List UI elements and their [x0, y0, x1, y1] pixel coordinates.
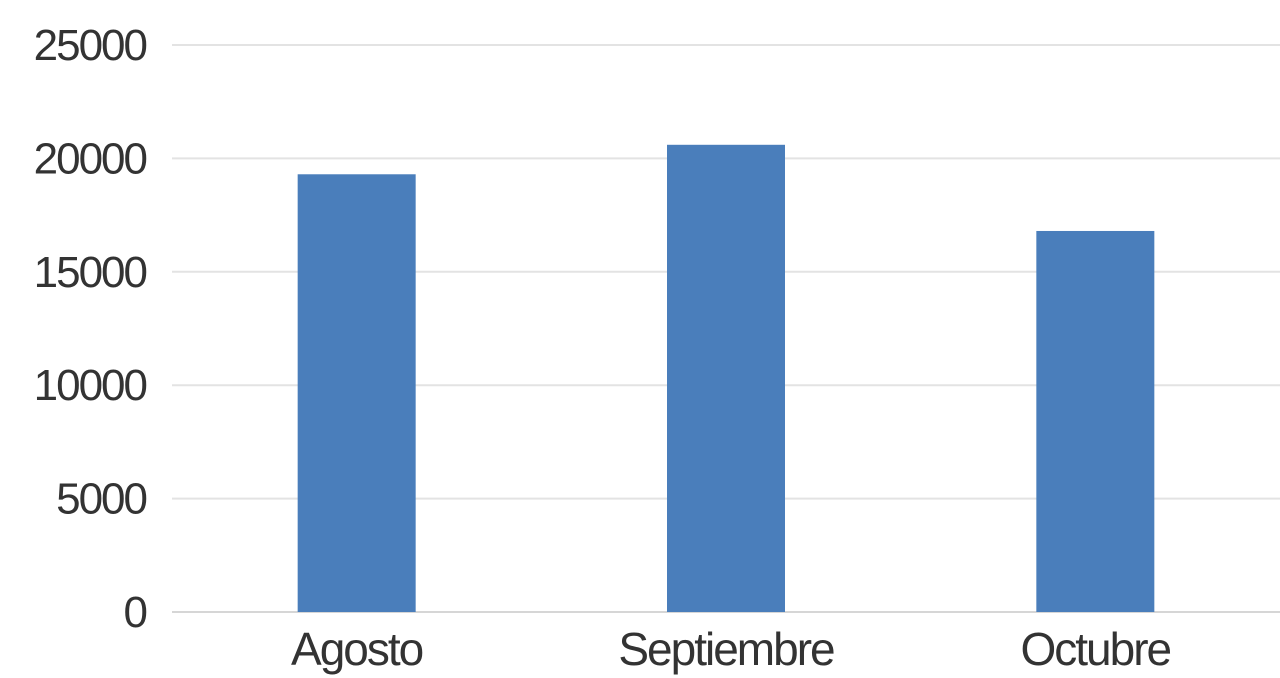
y-tick-label: 15000 — [34, 248, 147, 297]
bar-octubre — [1036, 230, 1155, 612]
bars — [297, 144, 1155, 613]
bar-septiembre — [667, 144, 785, 613]
bar-agosto — [297, 174, 416, 612]
y-tick-label: 0 — [124, 588, 147, 637]
y-axis-ticks: 0 5000 10000 15000 20000 25000 — [34, 21, 149, 637]
x-category-label: Septiembre — [618, 623, 834, 675]
y-tick-label: 20000 — [34, 134, 147, 183]
x-category-label: Octubre — [1021, 623, 1171, 675]
x-category-label: Agosto — [291, 623, 423, 675]
y-tick-label: 25000 — [34, 21, 147, 70]
y-tick-label: 10000 — [34, 361, 147, 410]
x-axis-categories: Agosto Septiembre Octubre — [291, 623, 1173, 675]
y-tick-label: 5000 — [56, 475, 146, 524]
